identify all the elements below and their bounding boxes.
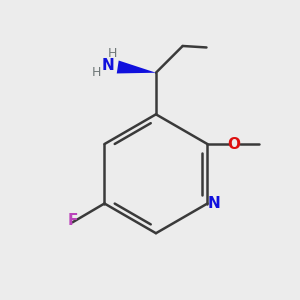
Polygon shape: [117, 61, 156, 74]
Text: H: H: [92, 66, 101, 79]
Text: O: O: [228, 136, 241, 152]
Text: F: F: [68, 213, 78, 228]
Text: N: N: [208, 196, 220, 211]
Text: N: N: [102, 58, 114, 73]
Text: H: H: [108, 47, 117, 60]
